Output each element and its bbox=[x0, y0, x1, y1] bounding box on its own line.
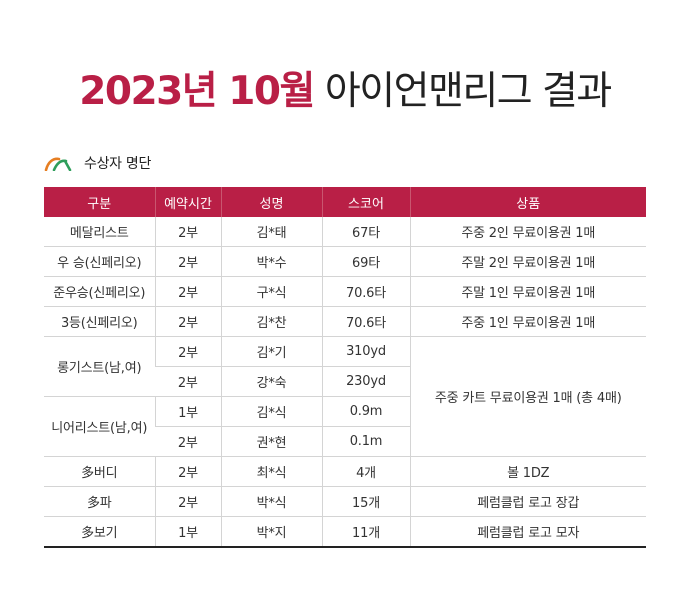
cell-time: 2부 bbox=[155, 366, 221, 397]
league-logo-icon bbox=[44, 157, 72, 171]
table-row: 多파 2부 박*식 15개 페럼클럽 로고 장갑 bbox=[44, 486, 646, 517]
table-row: 니어리스트(남,여) 1부 김*식 0.9m bbox=[44, 396, 646, 457]
cell-score: 70.6타 bbox=[321, 306, 410, 337]
cell-score: 310yd bbox=[321, 336, 410, 367]
cell-name: 박*식 bbox=[220, 486, 322, 517]
header-time: 예약시간 bbox=[154, 187, 221, 217]
cell-time: 2부 bbox=[154, 456, 221, 487]
table-row: 多보기 1부 박*지 11개 페럼클럽 로고 모자 bbox=[44, 516, 646, 547]
cell-prize: 페럼클럽 로고 장갑 bbox=[409, 486, 646, 517]
cell-name: 최*식 bbox=[220, 456, 322, 487]
header-score: 스코어 bbox=[321, 187, 410, 217]
cell-category: 롱기스트(남,여) bbox=[44, 336, 155, 397]
table-row: 메달리스트 2부 김*태 67타 주중 2인 무료이용권 1매 bbox=[44, 217, 646, 247]
table-row: 2부 권*현 0.1m bbox=[44, 426, 646, 457]
cell-time: 2부 bbox=[154, 336, 221, 367]
table-header-row: 구분 예약시간 성명 스코어 상품 bbox=[44, 187, 646, 217]
cell-time: 1부 bbox=[154, 396, 221, 427]
title-date: 2023년 10월 bbox=[79, 69, 315, 114]
table-row: 3등(신페리오) 2부 김*찬 70.6타 주중 1인 무료이용권 1매 bbox=[44, 306, 646, 337]
header-prize: 상품 bbox=[409, 187, 646, 217]
cell-time: 2부 bbox=[154, 486, 221, 517]
cell-time: 2부 bbox=[154, 306, 221, 337]
cell-name: 박*수 bbox=[220, 246, 322, 277]
cell-category: 多보기 bbox=[44, 516, 155, 547]
cell-name: 구*식 bbox=[220, 276, 322, 307]
cell-time: 2부 bbox=[154, 217, 221, 247]
cell-prize: 주말 2인 무료이용권 1매 bbox=[409, 246, 646, 277]
cell-score: 4개 bbox=[321, 456, 410, 487]
cell-category: 니어리스트(남,여) bbox=[44, 396, 155, 457]
header-category: 구분 bbox=[44, 187, 155, 217]
cell-category: 준우승(신페리오) bbox=[44, 276, 155, 307]
cell-category: 메달리스트 bbox=[69, 226, 129, 241]
cell-name: 강*숙 bbox=[220, 366, 322, 397]
header-name: 성명 bbox=[220, 187, 322, 217]
cell-prize: 주말 1인 무료이용권 1매 bbox=[409, 276, 646, 307]
cell-score: 230yd bbox=[321, 366, 410, 397]
results-table: 구분 예약시간 성명 스코어 상품 메달리스트 2부 김*태 67타 주중 2인… bbox=[44, 187, 646, 548]
cell-time: 2부 bbox=[154, 246, 221, 277]
cell-score: 69타 bbox=[321, 246, 410, 277]
cell-name: 김*식 bbox=[220, 396, 322, 427]
cell-category: 多파 bbox=[44, 486, 155, 517]
cell-name: 권*현 bbox=[220, 426, 322, 457]
cell-score: 11개 bbox=[321, 516, 410, 547]
cell-prize: 주중 카트 무료이용권 1매 (총 4매) bbox=[409, 336, 646, 457]
cell-score: 67타 bbox=[321, 217, 410, 247]
section-header: 수상자 명단 bbox=[44, 153, 151, 173]
cell-name: 박*지 bbox=[220, 516, 322, 547]
cell-name: 김*찬 bbox=[220, 306, 322, 337]
cell-score: 0.9m bbox=[321, 396, 410, 427]
cell-time: 2부 bbox=[155, 426, 221, 457]
cell-time: 1부 bbox=[154, 516, 221, 547]
cell-category: 우 승(신페리오) bbox=[44, 246, 155, 277]
table-row: 우 승(신페리오) 2부 박*수 69타 주말 2인 무료이용권 1매 bbox=[44, 246, 646, 277]
cell-score: 70.6타 bbox=[321, 276, 410, 307]
table-row: 준우승(신페리오) 2부 구*식 70.6타 주말 1인 무료이용권 1매 bbox=[44, 276, 646, 307]
cell-name: 김*태 bbox=[220, 217, 322, 247]
table-row: 롱기스트(남,여) 2부 김*기 310yd 주중 카트 무료이용권 1매 (총… bbox=[44, 336, 646, 457]
table-row: 2부 강*숙 230yd bbox=[44, 366, 646, 397]
cell-category: 多버디 bbox=[44, 456, 155, 487]
cell-prize: 주중 2인 무료이용권 1매 bbox=[409, 217, 646, 247]
section-title: 수상자 명단 bbox=[84, 156, 152, 172]
cell-category: 3등(신페리오) bbox=[44, 306, 155, 337]
page-title: 2023년 10월 아이언맨리그 결과 bbox=[0, 66, 690, 118]
cell-prize: 주중 1인 무료이용권 1매 bbox=[409, 306, 646, 337]
cell-score: 0.1m bbox=[321, 426, 410, 457]
cell-prize: 볼 1DZ bbox=[409, 456, 646, 487]
cell-prize: 페럼클럽 로고 모자 bbox=[409, 516, 646, 547]
cell-time: 2부 bbox=[154, 276, 221, 307]
table-row: 多버디 2부 최*식 4개 볼 1DZ bbox=[44, 456, 646, 487]
cell-name: 김*기 bbox=[220, 336, 322, 367]
title-text: 아이언맨리그 결과 bbox=[324, 69, 612, 114]
cell-score: 15개 bbox=[321, 486, 410, 517]
